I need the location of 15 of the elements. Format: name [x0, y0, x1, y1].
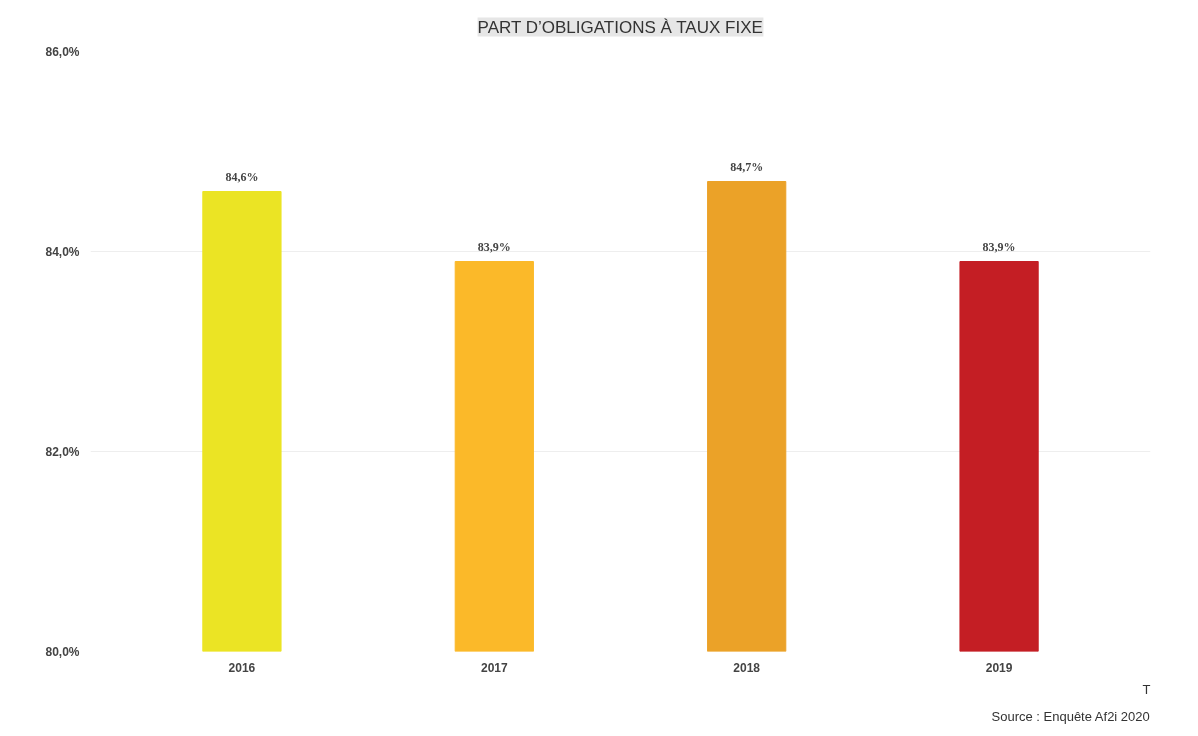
x-tick-label: 2018: [733, 660, 761, 675]
x-tick-label: 2019: [985, 660, 1013, 675]
data-label: 84,6%: [225, 169, 259, 184]
data-label: 83,9%: [982, 239, 1016, 254]
y-tick-label: 80,0%: [45, 644, 80, 659]
x-tick-label: 2016: [228, 660, 256, 675]
y-tick-label: 84,0%: [45, 244, 80, 259]
data-label: 83,9%: [477, 239, 511, 254]
y-tick-label: 82,0%: [45, 444, 80, 459]
x-tick-label: 2017: [480, 660, 508, 675]
y-tick-label: 86,0%: [45, 44, 80, 59]
data-label: 84,7%: [730, 159, 764, 174]
source-note: Source : Enquête Af2i 2020: [991, 708, 1150, 724]
text: T: [1142, 681, 1151, 697]
chart-title: PART D’OBLIGATIONS À TAUX FIXE: [477, 17, 763, 37]
